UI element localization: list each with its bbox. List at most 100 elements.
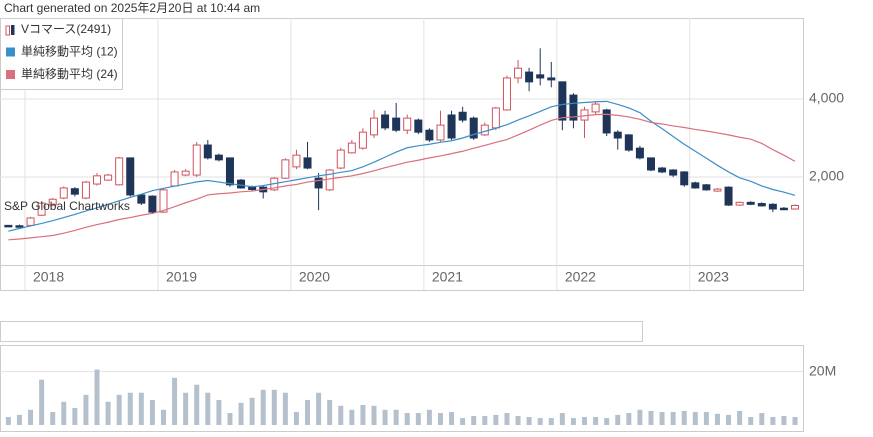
candle-body xyxy=(148,195,157,213)
volume-bar xyxy=(714,413,720,425)
volume-bar xyxy=(792,417,798,425)
volume-bar xyxy=(116,394,122,425)
candle-body xyxy=(447,114,456,139)
y-tick-label: 4,000 xyxy=(809,90,844,106)
volume-bar xyxy=(72,407,78,425)
candle-body xyxy=(370,117,379,136)
candle-body xyxy=(569,94,578,121)
candle-body xyxy=(525,71,534,83)
volume-bar xyxy=(28,409,34,425)
volume-bar xyxy=(249,397,255,425)
x-tick-label: 2022 xyxy=(565,269,596,285)
candle-body xyxy=(713,188,722,192)
candle-body xyxy=(746,201,755,205)
volume-bar xyxy=(327,399,333,425)
volume-bar xyxy=(548,418,554,425)
volume-bar xyxy=(415,413,421,425)
candle-body xyxy=(26,217,35,226)
volume-bar xyxy=(282,392,288,425)
volume-bar xyxy=(271,389,277,425)
y-tick-label: 2,000 xyxy=(809,168,844,184)
x-tick-label: 2021 xyxy=(432,269,463,285)
volume-bar xyxy=(692,411,698,425)
legend-label: Vコマース(2491) xyxy=(21,22,111,36)
volume-bar xyxy=(404,413,410,425)
volume-bar xyxy=(216,399,222,425)
legend-entry: 単純移動平均 (12) xyxy=(6,45,118,59)
legend-swatch xyxy=(6,47,15,57)
candle-body xyxy=(502,77,511,111)
volume-bar xyxy=(426,409,432,425)
volume-bar xyxy=(293,411,299,425)
volume-bar xyxy=(227,413,233,425)
volume-bar xyxy=(471,415,477,425)
candle-body xyxy=(4,224,13,228)
candle-body xyxy=(170,171,179,187)
candle-body xyxy=(669,169,678,176)
volume-bar xyxy=(61,401,67,425)
candle-body xyxy=(225,157,234,186)
candle-body xyxy=(381,114,390,129)
candle-body xyxy=(126,157,135,196)
candle-body xyxy=(336,149,345,169)
candle-body xyxy=(613,131,622,139)
candle-body xyxy=(646,157,655,171)
candle-body xyxy=(403,117,412,131)
candle-body xyxy=(591,103,600,113)
candle-body xyxy=(37,202,46,216)
candle-body xyxy=(137,194,146,204)
volume-bar xyxy=(526,417,532,425)
volume-bar xyxy=(172,377,178,425)
volume-bar xyxy=(726,414,732,425)
volume-bar xyxy=(559,413,565,425)
volume-bar xyxy=(160,409,166,425)
volume-bar xyxy=(194,384,200,425)
candle-body xyxy=(735,201,744,206)
marks xyxy=(4,48,800,425)
ma-line xyxy=(8,100,796,232)
candle-body xyxy=(691,182,700,189)
volume-bar xyxy=(349,409,355,425)
candle-body xyxy=(791,204,800,210)
volume-bar xyxy=(537,418,543,425)
candle-body xyxy=(436,124,445,141)
volume-bar xyxy=(105,401,111,425)
candle-body xyxy=(702,184,711,191)
y-tick-label: 20M xyxy=(809,362,836,378)
x-tick-label: 2019 xyxy=(166,269,197,285)
candle-body xyxy=(392,117,401,131)
volume-bar xyxy=(316,392,322,425)
generated-note: Chart generated on 2025年2月20日 at 10:44 a… xyxy=(4,1,260,15)
candle-body xyxy=(104,174,113,181)
x-tick-label: 2020 xyxy=(299,269,330,285)
grid: 2,000 4,000 2018 2019 2020 2021 2022 2023 20M xyxy=(0,18,844,378)
candle-body xyxy=(414,119,423,133)
volume-bar xyxy=(604,418,610,425)
candle-body xyxy=(469,117,478,139)
candle-body xyxy=(48,198,57,206)
volume-bar xyxy=(382,409,388,425)
legend-swatch xyxy=(5,25,10,36)
candle-body xyxy=(248,186,257,190)
volume-bar xyxy=(83,394,89,425)
volume-bar xyxy=(781,415,787,425)
volume-bar xyxy=(127,392,133,425)
candle-body xyxy=(81,181,90,199)
x-axis-strip xyxy=(0,265,804,291)
volume-bar xyxy=(703,411,709,425)
volume-bar xyxy=(449,411,455,425)
volume-bar xyxy=(94,369,100,425)
candle-body xyxy=(358,131,367,149)
candle-body xyxy=(303,157,312,169)
candle-body xyxy=(59,187,68,199)
volume-bar xyxy=(681,410,687,425)
volume-bar xyxy=(670,411,676,425)
volume-bar xyxy=(393,409,399,425)
volume-bar xyxy=(360,405,366,425)
x-tick-label: 2023 xyxy=(698,269,729,285)
candle-body xyxy=(325,169,334,191)
volume-bar xyxy=(493,414,499,425)
candle-body xyxy=(159,189,168,213)
candle-body xyxy=(292,154,301,168)
